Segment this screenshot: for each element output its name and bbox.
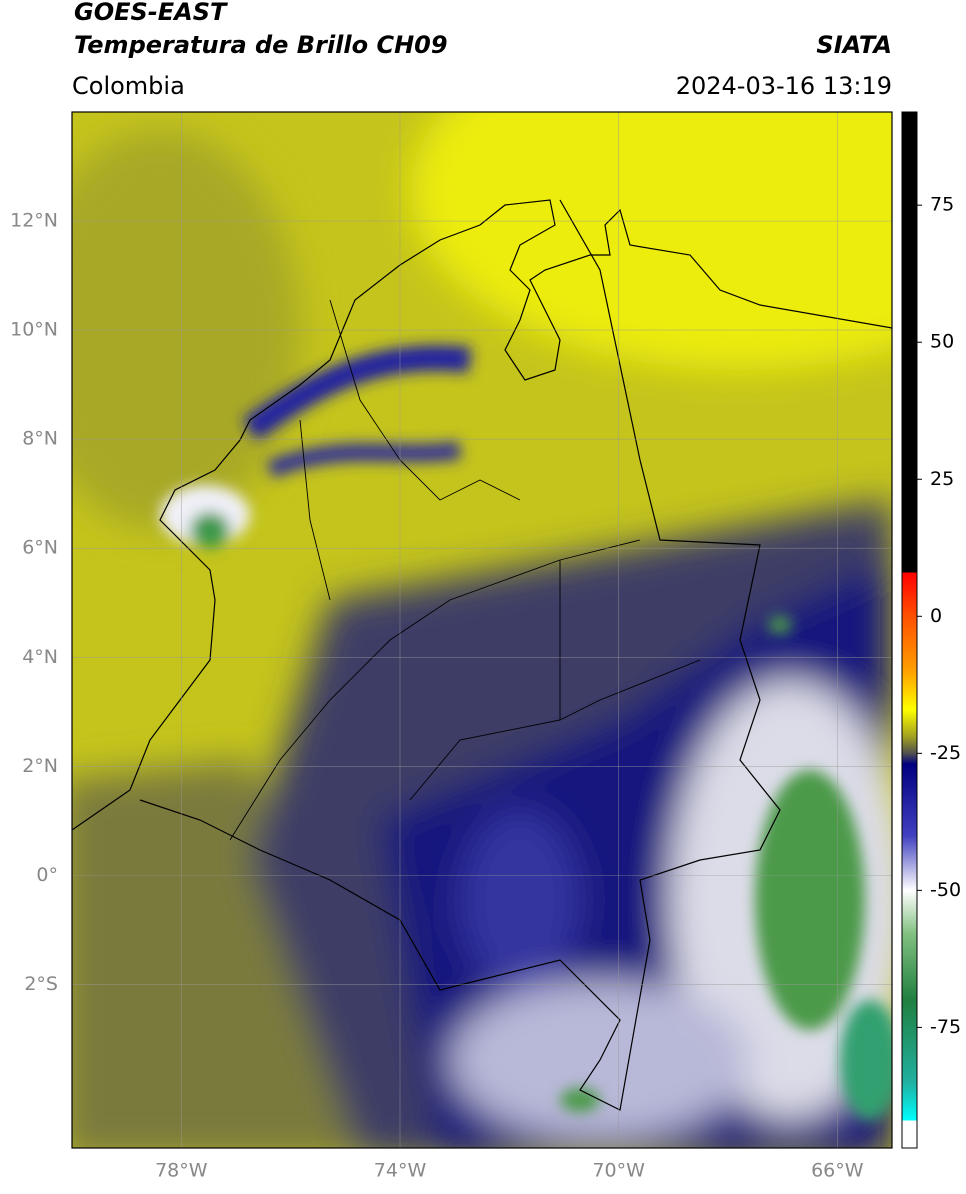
map-frame <box>71 111 893 1149</box>
grid <box>72 112 892 1148</box>
y-tick-label: 2°S <box>24 973 58 995</box>
y-tick-label: 8°N <box>22 428 58 450</box>
colorbar-tick-label: 0 <box>930 605 942 627</box>
y-tick-label: 0° <box>36 864 58 886</box>
x-tick-label: 66°W <box>811 1160 864 1182</box>
source: SIATA <box>816 31 892 59</box>
colorbar <box>901 111 918 1149</box>
x-tick-label: 78°W <box>155 1160 208 1182</box>
colorbar-tick-label: 75 <box>930 194 954 216</box>
x-tick-label: 74°W <box>374 1160 427 1182</box>
colorbar-tick-label: -75 <box>930 1016 961 1038</box>
y-tick-label: 12°N <box>10 210 58 232</box>
colorbar-tick-label: -50 <box>930 879 961 901</box>
colorbar-tick-label: 50 <box>930 331 954 353</box>
x-tick-label: 70°W <box>592 1160 645 1182</box>
datetime: 2024-03-16 13:19 <box>676 72 892 100</box>
colorbar-tick-label: 25 <box>930 468 954 490</box>
colorbar-tick-label: -25 <box>930 742 961 764</box>
y-tick-label: 4°N <box>22 646 58 668</box>
title: GOES-EAST <box>74 0 228 26</box>
y-tick-label: 6°N <box>22 537 58 559</box>
imagery <box>72 112 892 1148</box>
subtitle: Temperatura de Brillo CH09 <box>74 31 448 59</box>
y-tick-label: 10°N <box>10 319 58 341</box>
region: Colombia <box>72 72 185 100</box>
y-tick-label: 2°N <box>22 755 58 777</box>
